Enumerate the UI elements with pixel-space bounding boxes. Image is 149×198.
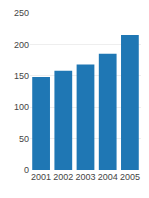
svg-text:50: 50 <box>19 134 29 144</box>
svg-text:0: 0 <box>24 165 29 175</box>
svg-text:200: 200 <box>14 40 29 50</box>
svg-text:2003: 2003 <box>75 172 95 182</box>
svg-text:2001: 2001 <box>31 172 51 182</box>
svg-text:250: 250 <box>14 8 29 18</box>
svg-text:2004: 2004 <box>98 172 118 182</box>
svg-text:150: 150 <box>14 71 29 81</box>
svg-text:2005: 2005 <box>120 172 140 182</box>
svg-text:2002: 2002 <box>53 172 73 182</box>
svg-text:100: 100 <box>14 102 29 112</box>
